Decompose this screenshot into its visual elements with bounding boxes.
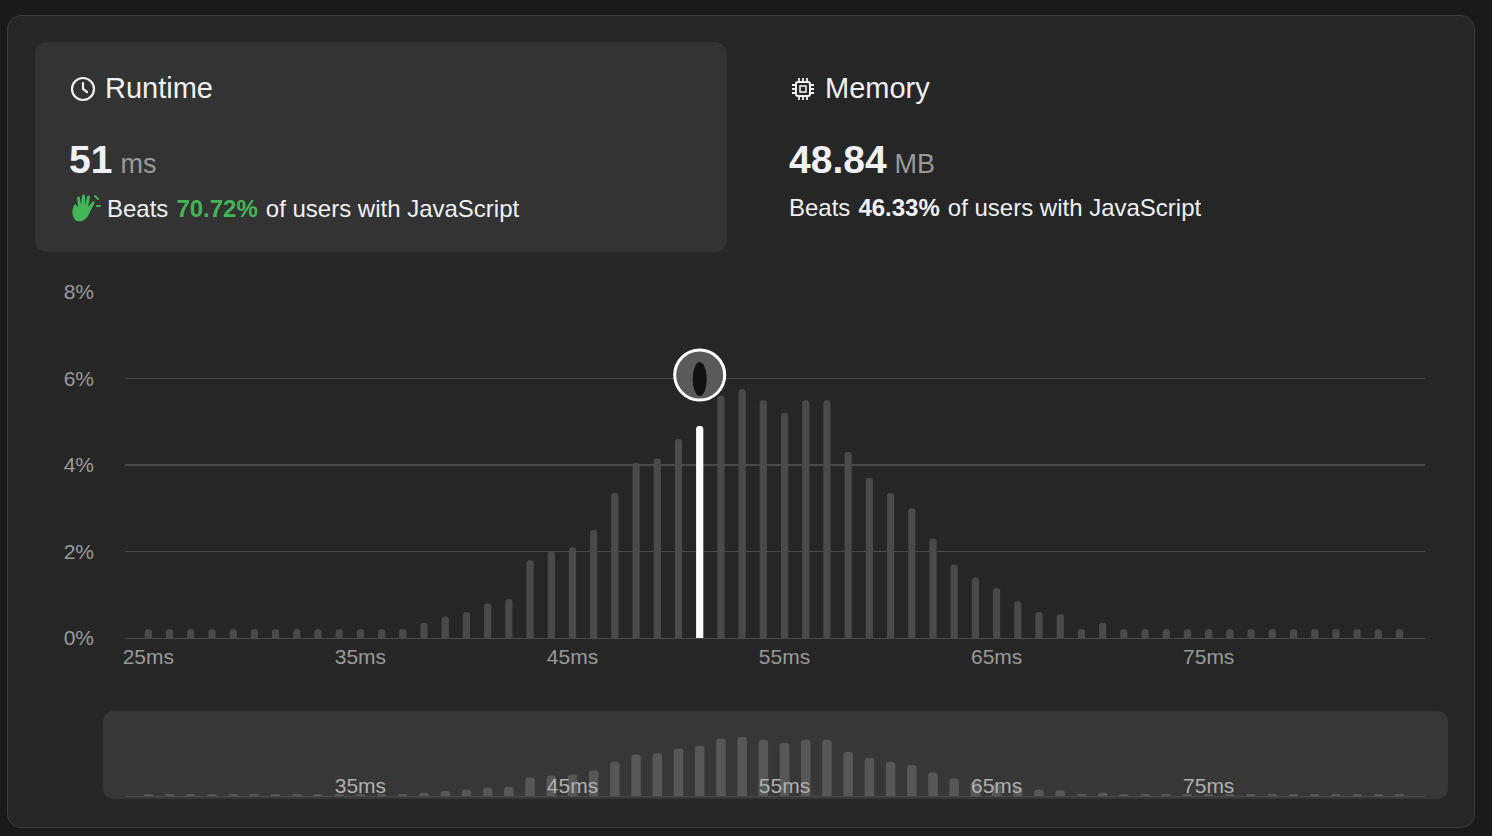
svg-text:2%: 2% — [64, 540, 94, 563]
svg-text:0%: 0% — [64, 626, 94, 649]
svg-text:75ms: 75ms — [1183, 645, 1234, 668]
svg-text:45ms: 45ms — [547, 645, 598, 668]
svg-text:4%: 4% — [64, 453, 94, 476]
svg-text:6%: 6% — [64, 367, 94, 390]
svg-text:35ms: 35ms — [335, 774, 386, 797]
html-text:Runtime: Runtime — [105, 72, 213, 104]
html-text:Beats 46.33% of users with Jav: Beats 46.33% of users with JavaScript — [789, 194, 1202, 221]
html-text:Memory: Memory — [825, 72, 930, 104]
svg-text:75ms: 75ms — [1183, 774, 1234, 797]
svg-text:8%: 8% — [64, 280, 94, 303]
svg-text:65ms: 65ms — [971, 774, 1022, 797]
svg-text:35ms: 35ms — [335, 645, 386, 668]
svg-text:45ms: 45ms — [547, 774, 598, 797]
html-text:Beats 70.72% of users with Jav: Beats 70.72% of users with JavaScript — [107, 195, 520, 222]
html-text:51 ms: 51 ms — [69, 138, 157, 181]
html-text:48.84 MB: 48.84 MB — [789, 138, 936, 181]
svg-text:25ms: 25ms — [123, 645, 174, 668]
svg-text:55ms: 55ms — [759, 774, 810, 797]
svg-text:55ms: 55ms — [759, 645, 810, 668]
svg-text:65ms: 65ms — [971, 645, 1022, 668]
